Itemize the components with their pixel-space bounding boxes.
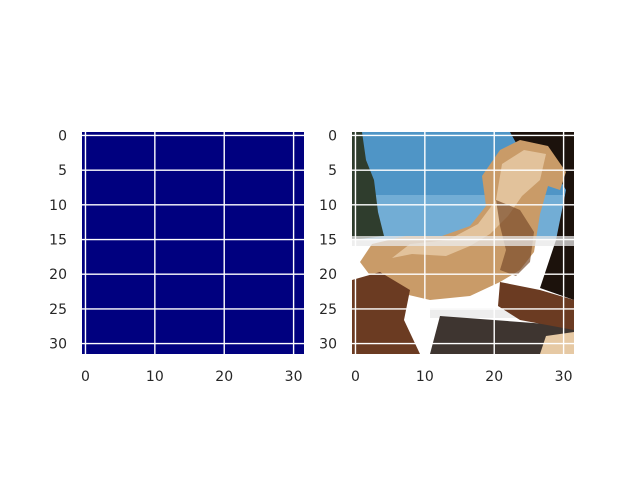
right-y-tick-label: 20 — [319, 267, 337, 283]
right-x-tick-label: 10 — [416, 369, 434, 385]
left-y-tick-label: 0 — [58, 128, 67, 144]
left-y-tick-label: 25 — [49, 302, 67, 318]
right-axes: 0 10 20 30 0 5 10 15 20 25 30 — [319, 128, 574, 385]
fence-rail-top — [352, 236, 574, 246]
left-x-tick-label: 30 — [285, 369, 303, 385]
left-axes: 0 10 20 30 0 5 10 15 20 25 30 — [49, 128, 304, 385]
left-y-tick-label: 10 — [49, 198, 67, 214]
right-x-tick-labels: 0 10 20 30 — [351, 369, 573, 385]
right-x-tick-label: 20 — [485, 369, 503, 385]
horse-highlight — [392, 150, 546, 258]
right-x-tick-label: 0 — [351, 369, 360, 385]
right-y-tick-label: 15 — [319, 233, 337, 249]
left-y-tick-labels: 0 5 10 15 20 25 30 — [49, 128, 67, 352]
right-y-tick-label: 10 — [319, 198, 337, 214]
left-y-tick-label: 5 — [58, 163, 67, 179]
right-x-tick-label: 30 — [555, 369, 573, 385]
ground-dark — [430, 316, 574, 354]
left-x-tick-label: 20 — [215, 369, 233, 385]
left-grid — [82, 132, 304, 354]
left-y-tick-label: 30 — [49, 337, 67, 353]
left-y-tick-label: 20 — [49, 267, 67, 283]
left-image — [82, 132, 304, 354]
trees-left — [352, 132, 384, 240]
right-image — [352, 132, 574, 354]
left-x-tick-label: 10 — [146, 369, 164, 385]
right-y-tick-label: 0 — [328, 128, 337, 144]
horse-legs — [352, 272, 420, 354]
fence-rail-bottom — [430, 308, 574, 318]
right-y-tick-label: 25 — [319, 302, 337, 318]
left-y-tick-label: 15 — [49, 233, 67, 249]
right-y-tick-label: 30 — [319, 337, 337, 353]
left-x-tick-labels: 0 10 20 30 — [81, 369, 303, 385]
right-y-tick-labels: 0 5 10 15 20 25 30 — [319, 128, 337, 352]
right-grid — [352, 132, 574, 354]
legs-right — [498, 282, 574, 330]
right-y-tick-label: 5 — [328, 163, 337, 179]
left-x-tick-label: 0 — [81, 369, 90, 385]
